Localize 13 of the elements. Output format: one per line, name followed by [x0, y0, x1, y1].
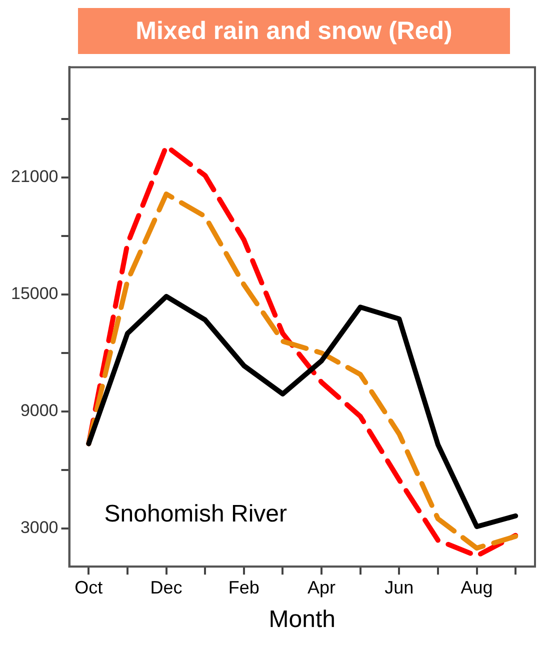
x-axis-title: Month	[268, 606, 336, 634]
chart-title: Mixed rain and snow (Red)	[78, 8, 510, 54]
y-tick-label: 3000	[20, 518, 58, 538]
annotation: Snohomish River	[104, 500, 288, 528]
x-tick-label: Feb	[228, 577, 260, 598]
y-tick-label: 9000	[20, 401, 58, 420]
x-tick-label: Jun	[384, 577, 414, 598]
y-tick-label: 21000	[10, 167, 58, 186]
x-tick-label: Apr	[308, 577, 336, 598]
y-tick-label: 15000	[10, 284, 58, 304]
x-tick-label: Oct	[74, 577, 103, 598]
x-tick-label: Dec	[150, 577, 182, 598]
x-tick-label: Aug	[460, 577, 493, 598]
